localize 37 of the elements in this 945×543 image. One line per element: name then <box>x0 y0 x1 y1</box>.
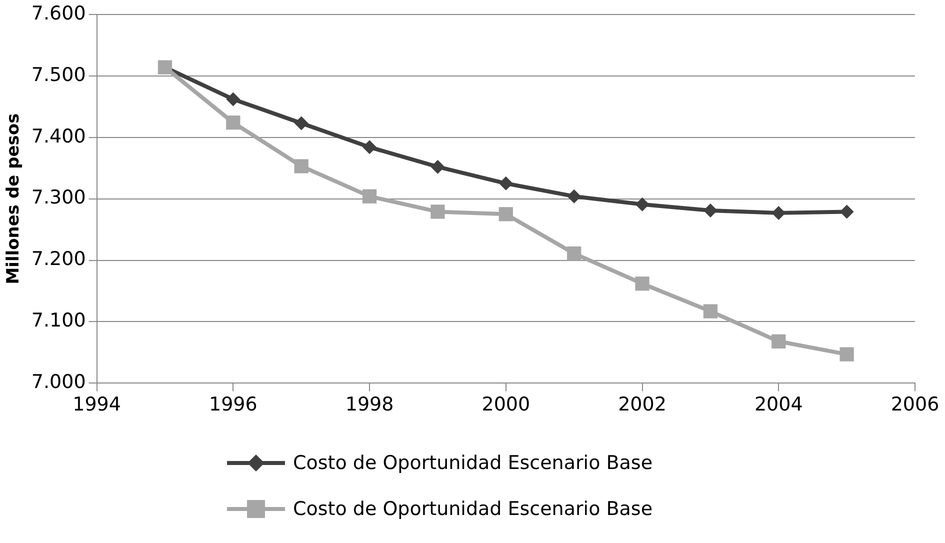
point <box>294 116 308 130</box>
point <box>498 207 513 222</box>
legend-label: Costo de Oportunidad Escenario Base <box>293 452 653 474</box>
point <box>772 206 786 220</box>
point <box>567 246 582 261</box>
point <box>362 140 377 154</box>
point <box>226 116 240 130</box>
x-tick-label: 1998 <box>345 394 394 416</box>
point <box>226 92 240 106</box>
legend-label: Costo de Oportunidad Escenario Base <box>293 498 653 520</box>
y-tick-label: 7.500 <box>31 64 86 86</box>
x-tick-label: 2006 <box>890 394 940 416</box>
x-tick-label: 2002 <box>618 394 666 416</box>
y-tick-label: 7.200 <box>31 248 86 270</box>
point <box>703 304 718 318</box>
point <box>635 276 650 291</box>
y-tick-label: 7.600 <box>31 2 86 24</box>
point <box>703 203 718 218</box>
y-tick-label: 7.000 <box>31 371 86 394</box>
point <box>772 334 786 348</box>
point <box>294 159 308 174</box>
y-tick-label: 7.100 <box>31 310 86 332</box>
y-axis-title: Millones de pesos <box>4 113 24 284</box>
point <box>498 176 513 190</box>
point <box>430 160 445 174</box>
x-tick-label: 2004 <box>754 394 803 416</box>
x-tick-label: 1994 <box>72 394 121 416</box>
point <box>567 189 582 204</box>
point <box>635 197 650 212</box>
point <box>362 189 377 204</box>
point <box>840 204 854 219</box>
y-tick-label: 7.400 <box>31 125 86 148</box>
point <box>430 204 445 219</box>
y-tick-label: 7.300 <box>31 186 86 209</box>
point <box>840 347 854 362</box>
x-tick-label: 2000 <box>482 394 530 416</box>
x-tick-label: 1996 <box>208 394 258 416</box>
